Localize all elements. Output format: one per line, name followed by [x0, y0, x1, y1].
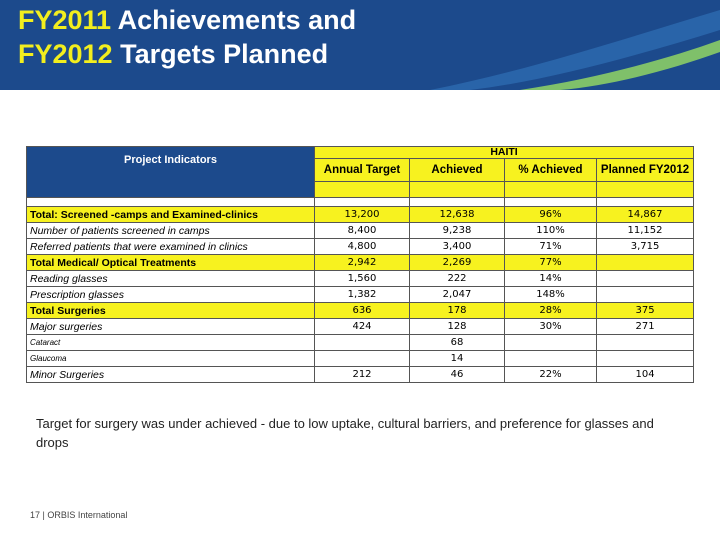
table-cell: 110%: [504, 222, 597, 239]
region-header: HAITI: [313, 146, 695, 159]
table-cell: 71%: [504, 238, 597, 255]
table-cell: 148%: [504, 286, 597, 303]
indicator-column-header: Project Indicators: [26, 146, 315, 198]
column-header: Annual Target: [314, 158, 410, 182]
row-label: Total: Screened -camps and Examined-clin…: [26, 206, 315, 223]
table-header-row-1: Project Indicators HAITI: [26, 146, 695, 198]
table-row: Major surgeries 424 128 30% 271: [26, 318, 695, 335]
table-cell: 636: [314, 302, 410, 319]
table-cell: 1,560: [314, 270, 410, 287]
table-cell: [314, 334, 410, 351]
row-label: Cataract: [26, 334, 315, 351]
column-header: % Achieved: [504, 158, 597, 182]
table-cell: 2,047: [409, 286, 505, 303]
column-header: Planned FY2012: [595, 158, 695, 182]
table-body: Total: Screened -camps and Examined-clin…: [26, 206, 695, 383]
table-cell: 14%: [504, 270, 597, 287]
table-row: Prescription glasses 1,382 2,047 148%: [26, 286, 695, 303]
title-banner: FY2011 Achievements and FY2012 Targets P…: [0, 0, 720, 90]
table-row: Glaucoma 14: [26, 350, 695, 367]
table-cell: 1,382: [314, 286, 410, 303]
row-label: Major surgeries: [26, 318, 315, 335]
table-cell: 104: [595, 366, 695, 383]
table-cell: [595, 254, 695, 271]
title-year-2012: FY2012: [18, 39, 113, 69]
title-text-2: Targets Planned: [112, 39, 329, 69]
row-label: Referred patients that were examined in …: [26, 238, 315, 255]
page-title-line-1: FY2011 Achievements and: [18, 5, 356, 35]
table-cell: [595, 350, 695, 367]
table-header-row-2: Annual Target Achieved % Achieved Planne…: [27, 158, 695, 182]
table-cell: 212: [314, 366, 410, 383]
table-cell: [504, 334, 597, 351]
table-row: Total Surgeries 636 178 28% 375: [26, 302, 695, 319]
table-cell: [504, 350, 597, 367]
table-cell: [595, 334, 695, 351]
table-cell: 96%: [504, 206, 597, 223]
table-cell: 28%: [504, 302, 597, 319]
table-cell: [595, 286, 695, 303]
table-header-row-3: [27, 181, 695, 198]
table-row: Reading glasses 1,560 222 14%: [26, 270, 695, 287]
table-cell: 128: [409, 318, 505, 335]
table-cell: 222: [409, 270, 505, 287]
row-label: Prescription glasses: [26, 286, 315, 303]
table-cell: 375: [595, 302, 695, 319]
table-cell: 14,867: [595, 206, 695, 223]
table-row: Number of patients screened in camps 8,40…: [26, 222, 695, 239]
indicators-table-container: Project Indicators HAITI Annual Target A…: [26, 146, 695, 388]
table-cell: [314, 350, 410, 367]
wave-decoration-icon: [430, 10, 720, 90]
table-cell: 22%: [504, 366, 597, 383]
table-row: Cataract 68: [26, 334, 695, 351]
table-cell: 12,638: [409, 206, 505, 223]
table-cell: 178: [409, 302, 505, 319]
table-cell: 3,400: [409, 238, 505, 255]
table-cell: 424: [314, 318, 410, 335]
table-cell: 271: [595, 318, 695, 335]
table-cell: 3,715: [595, 238, 695, 255]
row-label: Glaucoma: [26, 350, 315, 367]
table-row: Minor Surgeries 212 46 22% 104: [26, 366, 695, 383]
table-cell: [595, 270, 695, 287]
table-cell: 46: [409, 366, 505, 383]
table-row: Total Medical/ Optical Treatments 2,942 2,…: [26, 254, 695, 271]
table-cell: 2,269: [409, 254, 505, 271]
table-spacer-row: [26, 197, 695, 207]
table-row: Total: Screened -camps and Examined-clin…: [26, 206, 695, 223]
page-title-line-2: FY2012 Targets Planned: [18, 39, 328, 69]
title-year-2011: FY2011: [18, 5, 112, 35]
table-cell: 14: [409, 350, 505, 367]
table-cell: 9,238: [409, 222, 505, 239]
footer-text: 17 | ORBIS International: [30, 510, 128, 520]
note-text: Target for surgery was under achieved - …: [36, 416, 654, 450]
table-cell: 68: [409, 334, 505, 351]
title-text-1: Achievements and: [111, 5, 357, 35]
indicators-table: Project Indicators HAITI Annual Target A…: [26, 146, 695, 383]
table-cell: 2,942: [314, 254, 410, 271]
table-cell: 77%: [504, 254, 597, 271]
row-label: Reading glasses: [26, 270, 315, 287]
table-cell: 13,200: [314, 206, 410, 223]
row-label: Minor Surgeries: [26, 366, 315, 383]
column-header: Achieved: [409, 158, 505, 182]
row-label: Total Surgeries: [26, 302, 315, 319]
table-cell: 30%: [504, 318, 597, 335]
table-cell: 11,152: [595, 222, 695, 239]
row-label: Number of patients screened in camps: [26, 222, 315, 239]
table-cell: 8,400: [314, 222, 410, 239]
table-row: Referred patients that were examined in …: [26, 238, 695, 255]
row-label: Total Medical/ Optical Treatments: [26, 254, 315, 271]
table-cell: 4,800: [314, 238, 410, 255]
